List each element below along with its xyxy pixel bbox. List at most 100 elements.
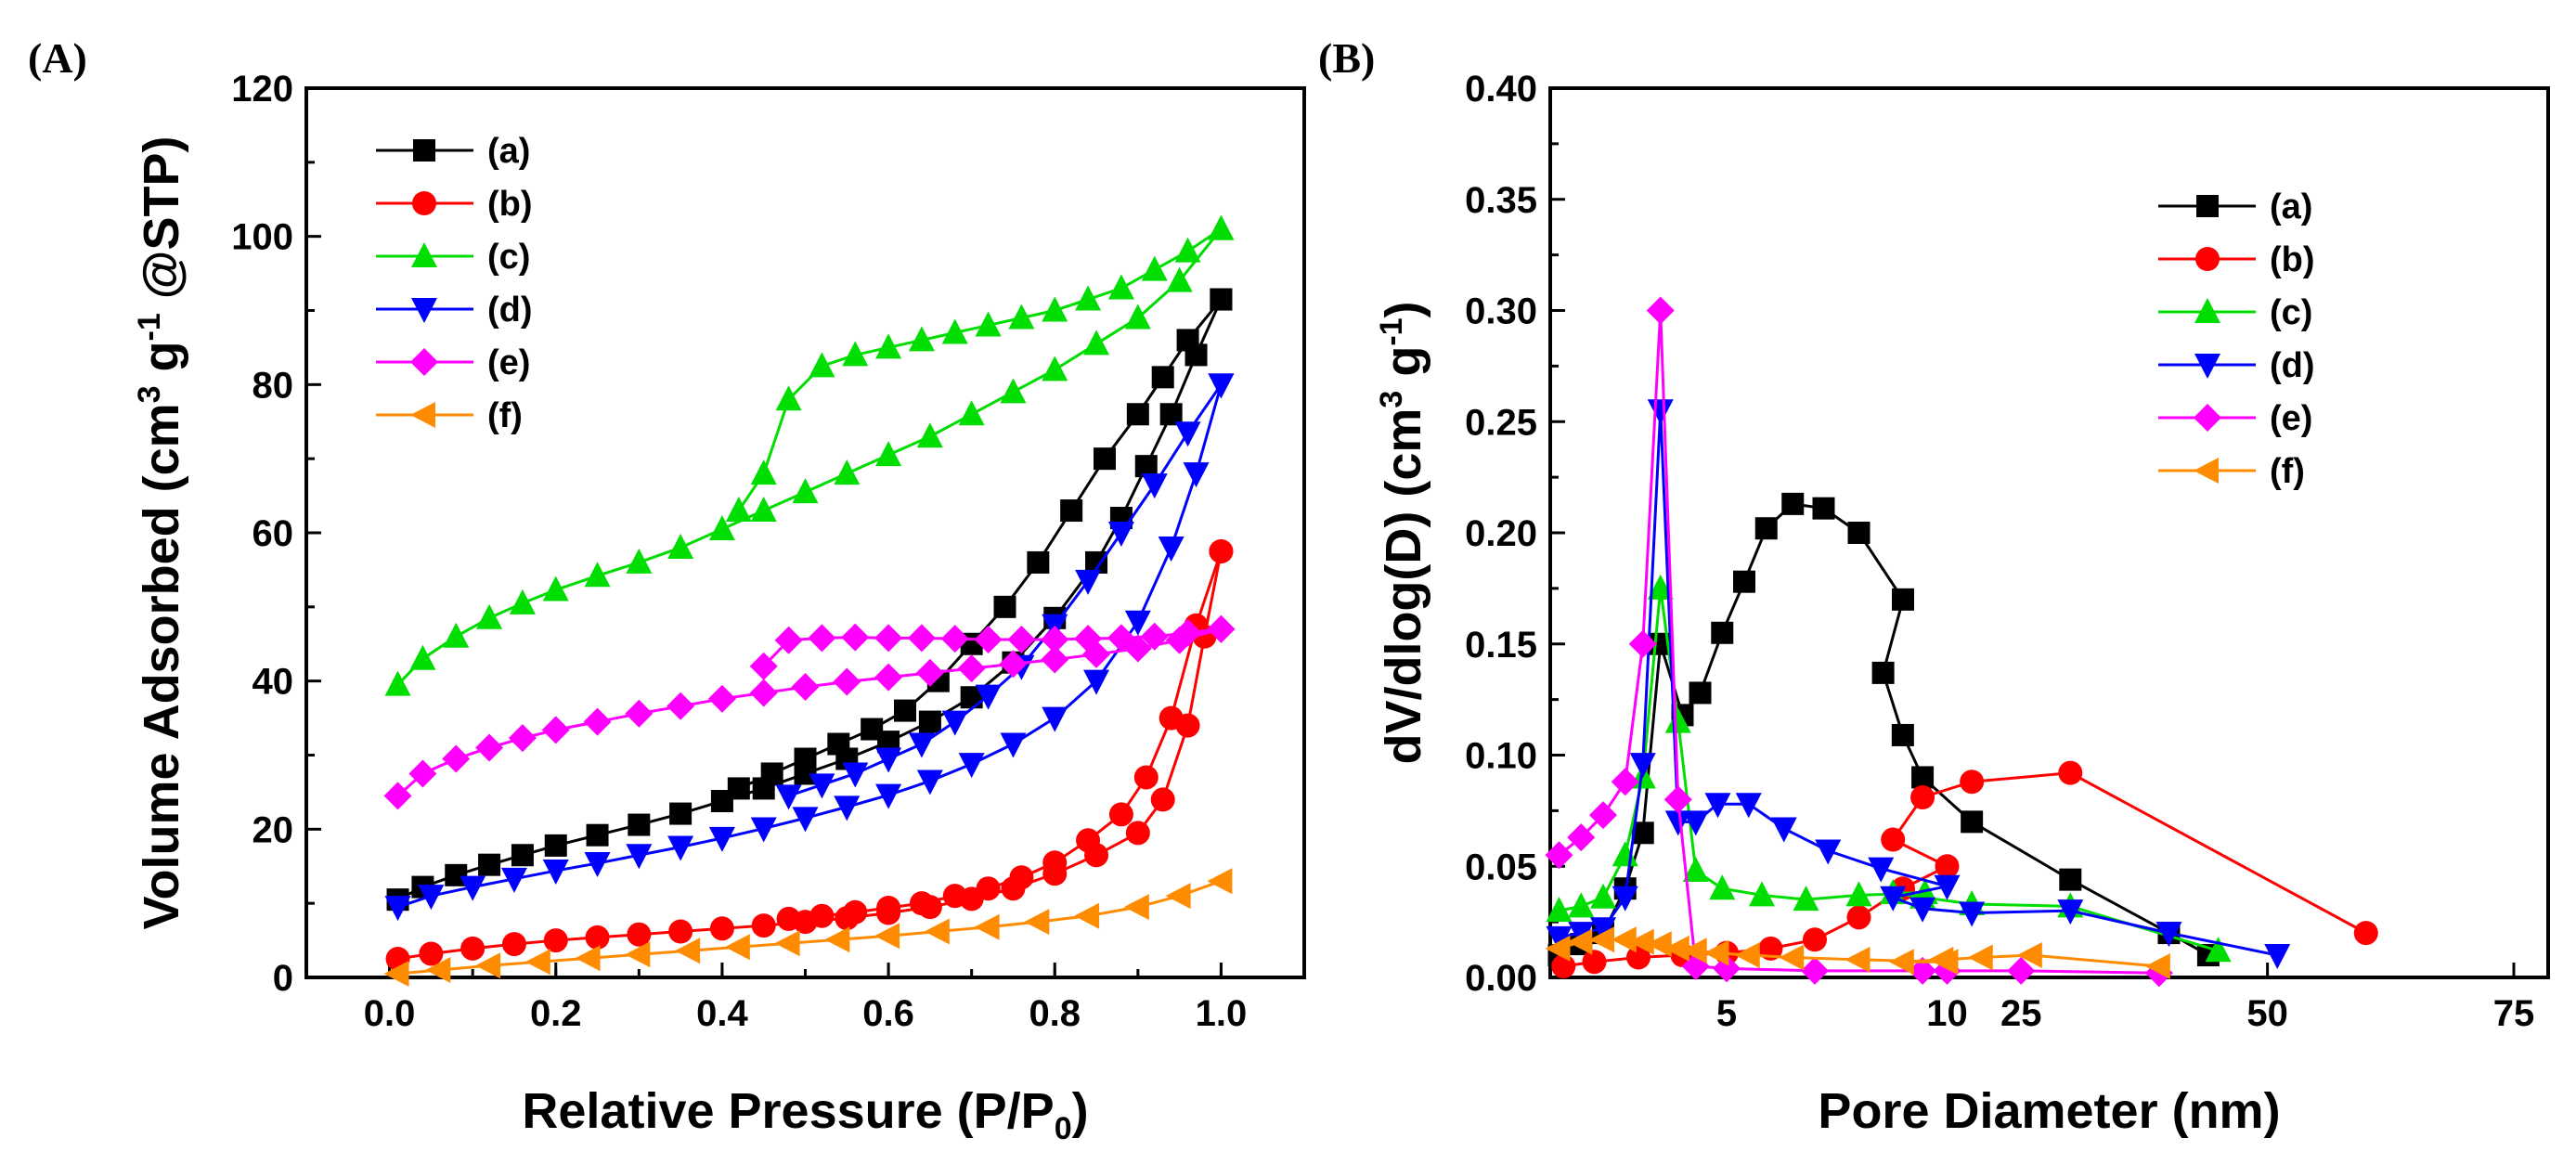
panel-a-series — [383, 214, 1236, 988]
panel-a-data-point — [750, 497, 777, 523]
panel-b-data-point — [1590, 917, 1616, 943]
panel-b-data-point — [1847, 522, 1871, 544]
panel-a-data-point — [775, 784, 802, 810]
panel-a-data-point — [707, 684, 736, 713]
panel-b-y-axis-label: dV/dlog(D) (cm3 g-1) — [1374, 301, 1431, 764]
panel-b-x-tick-label: 50 — [2246, 993, 2288, 1034]
panel-a-data-point — [774, 930, 800, 957]
panel-b-series-f — [1545, 926, 2170, 980]
panel-a-data-point — [1174, 421, 1201, 447]
panel-a-data-point — [916, 422, 943, 448]
panel-b-data-point — [1758, 936, 1783, 961]
panel-b-data-point — [2264, 944, 2291, 970]
panel-b-legend-marker — [2194, 298, 2220, 323]
panel-a-data-point — [908, 326, 935, 352]
panel-a-data-point — [1074, 902, 1100, 929]
panel-a-data-point — [1150, 787, 1175, 812]
panel-a-data-point — [776, 906, 801, 931]
panel-b-data-point — [1801, 956, 1829, 985]
panel-a-data-point — [1166, 266, 1193, 292]
panel-a-data-point — [625, 941, 651, 968]
panel-b-data-point — [1803, 927, 1827, 952]
panel-b-data-point — [1812, 497, 1835, 520]
panel-a-series-e — [383, 614, 1236, 810]
panel-a-legend: (a) (b) (c) (d) (e) (f) — [376, 132, 533, 435]
panel-b-data-point — [1612, 886, 1638, 912]
panel-a-data-point — [419, 941, 444, 966]
panel-a-data-point — [1042, 850, 1068, 875]
panel-b-data-point — [1960, 769, 1985, 795]
panel-a-data-point — [875, 783, 902, 809]
panel-a-data-point — [1207, 868, 1233, 895]
panel-a-data-point — [974, 913, 1000, 940]
panel-a-legend-marker — [411, 242, 437, 267]
panel-a-data-point — [1009, 865, 1034, 890]
panel-b-data-point — [1681, 938, 1707, 964]
panel-a-data-point — [511, 844, 534, 867]
panel-b-data-point — [1567, 928, 1593, 955]
panel-a-data-point — [999, 650, 1028, 679]
panel-b-data-point — [1689, 681, 1712, 705]
panel-b-x-tick-label: 10 — [1926, 993, 1968, 1034]
panel-b-data-point — [1928, 946, 1954, 973]
panel-a-data-point — [1041, 645, 1069, 674]
panel-a-data-point — [478, 853, 501, 876]
panel-b-legend-marker — [2194, 404, 2221, 432]
panel-a-data-point — [918, 710, 941, 733]
panel-a-data-point — [1158, 536, 1184, 562]
panel-a-data-point — [1083, 669, 1110, 695]
panel-b-y-tick-label: 0.10 — [1465, 736, 1537, 777]
panel-a-data-point — [425, 957, 451, 984]
panel-b-data-point — [1935, 854, 1960, 879]
panel-b-series-line — [1559, 410, 2278, 957]
panel-a-data-point — [875, 333, 902, 359]
panel-a-data-point — [907, 624, 936, 653]
panel-a-data-point — [924, 918, 950, 945]
panel-a-data-point — [861, 718, 884, 741]
panel-b-data-point — [1910, 785, 1935, 810]
panel-a-y-tick-label: 100 — [231, 217, 293, 258]
panel-a-data-point — [709, 916, 734, 941]
panel-a-data-point — [1027, 550, 1050, 574]
panel-a-data-point — [749, 679, 778, 707]
panel-b-data-point — [2353, 921, 2378, 946]
panel-a-data-point — [584, 562, 611, 588]
panel-b-data-point — [1713, 954, 1741, 983]
panel-a-data-point — [418, 885, 445, 911]
panel-a-data-point — [1083, 330, 1110, 356]
panel-a-data-point — [842, 341, 869, 367]
panel-a-data-point — [875, 747, 902, 773]
panel-a-data-point — [841, 623, 870, 652]
panel-a-data-point — [442, 744, 471, 773]
panel-a-x-tick-label: 1.0 — [1196, 993, 1248, 1034]
panel-a-data-point — [541, 716, 570, 744]
panel-a-data-point — [843, 899, 868, 925]
panel-a-data-point — [774, 626, 803, 654]
panel-b-data-point — [1911, 766, 1935, 789]
panel-a-data-point — [1042, 706, 1068, 732]
panel-a-data-point — [975, 684, 1002, 710]
panel-a-data-point — [384, 670, 411, 696]
panel-b-data-point — [1909, 956, 1937, 985]
panel-a-data-point — [708, 515, 735, 541]
panel-a-data-point — [500, 867, 527, 893]
panel-a-data-point — [809, 773, 835, 799]
panel-a-data-point — [827, 732, 850, 756]
panel-a-data-point — [1207, 614, 1236, 643]
panel-b-data-point — [2058, 760, 2083, 785]
panel-b-data-point — [2144, 953, 2170, 980]
panel-b-data-point — [1626, 945, 1650, 970]
panel-a-data-point — [750, 817, 777, 843]
panel-a-data-point — [586, 823, 609, 847]
panel-b-data-point — [1749, 881, 1775, 907]
panel-a-data-point — [791, 673, 820, 702]
panel-a-x-axis-label: Relative Pressure (P/P0) — [522, 1083, 1088, 1146]
panel-a-legend-marker — [410, 402, 435, 428]
panel-a-data-point — [524, 949, 550, 976]
panel-b-y-axis-label-part3: ) — [1376, 301, 1431, 317]
panel-a-data-point — [1008, 304, 1035, 330]
panel-a-y-tick-label: 120 — [231, 69, 293, 110]
panel-b-y-tick-label: 0.05 — [1465, 847, 1537, 887]
panel-a-data-point — [1165, 883, 1191, 910]
